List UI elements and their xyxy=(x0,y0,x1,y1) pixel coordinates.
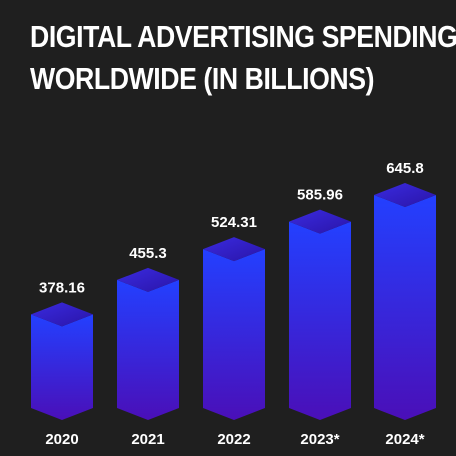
value-label: 645.8 xyxy=(386,160,424,177)
bar-cap-2020 xyxy=(31,302,93,327)
bar-2020 xyxy=(31,314,93,420)
value-label: 455.3 xyxy=(129,245,167,262)
bar-cap-2021 xyxy=(117,267,179,292)
value-label: 585.96 xyxy=(297,187,343,204)
bar-2023* xyxy=(289,221,351,420)
bar-2022 xyxy=(203,249,265,420)
chart-title-line-2: WORLDWIDE (IN BILLIONS) xyxy=(30,61,375,96)
category-label: 2021 xyxy=(131,431,164,448)
bars-group: 378.16 2020 455.3 2021 524.31 2022 585.96 2023*… xyxy=(31,160,436,448)
category-label: 2022 xyxy=(217,431,250,448)
bar-2021 xyxy=(117,279,179,420)
category-label: 2023* xyxy=(300,431,339,448)
value-label: 378.16 xyxy=(39,279,85,296)
bar-2024* xyxy=(374,194,436,420)
value-label: 524.31 xyxy=(211,214,257,231)
bar-cap-2022 xyxy=(203,237,265,262)
category-label: 2024* xyxy=(385,431,424,448)
bar-cap-2023* xyxy=(289,209,351,234)
bar-cap-2024* xyxy=(374,182,436,207)
category-label: 2020 xyxy=(45,431,78,448)
